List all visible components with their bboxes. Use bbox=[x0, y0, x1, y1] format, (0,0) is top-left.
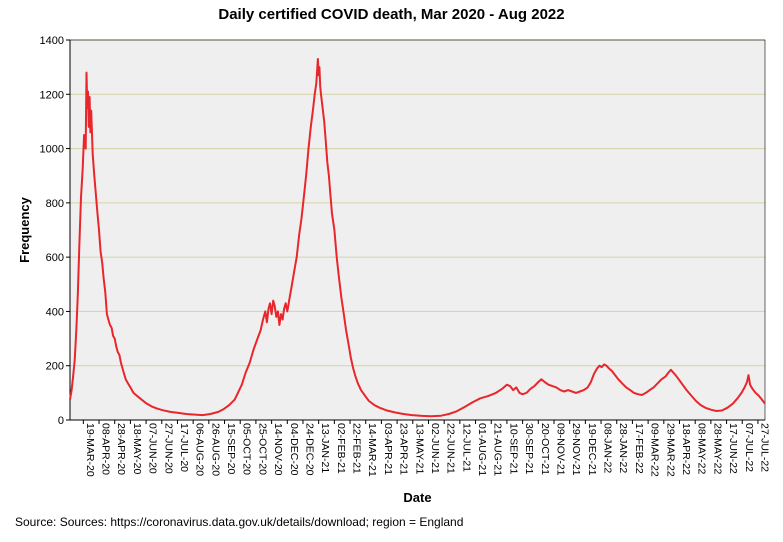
x-tick-label: 28-MAY-22 bbox=[711, 423, 723, 475]
y-tick-labels: 0 200 400 600 800 1000 1200 1400 bbox=[40, 35, 64, 427]
x-tick-label: 08-JAN-22 bbox=[602, 423, 614, 473]
x-tick-label: 19-MAR-20 bbox=[84, 423, 96, 477]
x-tick-label: 22-FEB-21 bbox=[351, 423, 363, 474]
x-tick-label: 04-DEC-20 bbox=[288, 423, 300, 476]
y-tick-label: 1400 bbox=[40, 35, 64, 47]
x-tick-label: 10-SEP-21 bbox=[507, 423, 519, 475]
series-layer bbox=[69, 58, 766, 418]
x-tick-label: 08-APR-20 bbox=[100, 423, 112, 475]
x-tick-label: 01-AUG-21 bbox=[476, 423, 488, 476]
x-tick-label: 02-FEB-21 bbox=[335, 423, 347, 474]
x-tick-label: 09-NOV-21 bbox=[554, 423, 566, 476]
x-tick-label: 03-APR-21 bbox=[382, 423, 394, 475]
x-tick-label: 14-NOV-20 bbox=[272, 423, 284, 476]
x-tick-label: 17-JUL-20 bbox=[178, 423, 190, 472]
x-tick-label: 28-JAN-22 bbox=[617, 423, 629, 473]
x-axis-label: Date bbox=[403, 490, 431, 505]
y-tick-label: 1000 bbox=[40, 144, 64, 156]
x-tick-label: 13-JAN-21 bbox=[319, 423, 331, 473]
x-tick-labels: 19-MAR-20 08-APR-20 28-APR-20 18-MAY-20 07-J… bbox=[84, 423, 771, 477]
x-tick-label: 25-OCT-20 bbox=[256, 423, 268, 475]
y-axis-label: Frequency bbox=[17, 196, 32, 263]
x-tick-label: 23-APR-21 bbox=[398, 423, 410, 475]
x-tick-label: 12-JUL-21 bbox=[460, 423, 472, 472]
x-tick-label: 30-SEP-21 bbox=[523, 423, 535, 475]
x-tick-label: 02-JUN-21 bbox=[429, 423, 441, 474]
chart-title: Daily certified COVID death, Mar 2020 - … bbox=[218, 6, 565, 23]
y-tick-label: 1200 bbox=[40, 89, 64, 101]
x-tick-label: 07-JUL-22 bbox=[743, 423, 755, 472]
x-tick-label: 26-AUG-20 bbox=[209, 423, 221, 476]
series-line bbox=[69, 58, 766, 418]
x-tick-label: 21-AUG-21 bbox=[492, 423, 504, 476]
x-tick-label: 08-MAY-22 bbox=[696, 423, 708, 475]
source-note: Source: Sources: https://coronavirus.dat… bbox=[15, 515, 464, 529]
x-tick-label: 13-MAY-21 bbox=[413, 423, 425, 475]
x-tick-label: 14-MAR-21 bbox=[366, 423, 378, 477]
x-tick-label: 20-OCT-21 bbox=[539, 423, 551, 475]
x-tick-label: 18-MAY-20 bbox=[131, 423, 143, 475]
plot-area bbox=[70, 40, 765, 420]
x-tick-label: 29-MAR-22 bbox=[664, 423, 676, 477]
y-tick-label: 0 bbox=[58, 415, 64, 427]
x-tick-label: 05-OCT-20 bbox=[241, 423, 253, 475]
x-tick-label: 17-FEB-22 bbox=[633, 423, 645, 474]
x-tick-label: 15-SEP-20 bbox=[225, 423, 237, 475]
x-tick-label: 06-AUG-20 bbox=[194, 423, 206, 476]
y-tick-label: 600 bbox=[46, 252, 64, 264]
x-tick-label: 09-MAR-22 bbox=[649, 423, 661, 477]
x-tick-label: 17-JUN-22 bbox=[727, 423, 739, 474]
x-tick-label: 28-APR-20 bbox=[115, 423, 127, 475]
y-tick-label: 200 bbox=[46, 361, 64, 373]
y-tick-label: 800 bbox=[46, 198, 64, 210]
x-tick-label: 27-JUN-20 bbox=[162, 423, 174, 474]
axes bbox=[66, 39, 766, 424]
x-tick-label: 19-DEC-21 bbox=[586, 423, 598, 476]
x-tick-label: 27-JUL-22 bbox=[758, 423, 770, 472]
x-tick-label: 29-NOV-21 bbox=[570, 423, 582, 476]
x-tick-label: 07-JUN-20 bbox=[147, 423, 159, 474]
x-tick-label: 22-JUN-21 bbox=[445, 423, 457, 474]
y-tick-label: 400 bbox=[46, 306, 64, 318]
x-tick-label: 24-DEC-20 bbox=[303, 423, 315, 476]
x-tick-label: 18-APR-22 bbox=[680, 423, 692, 475]
plot-border bbox=[69, 39, 766, 421]
